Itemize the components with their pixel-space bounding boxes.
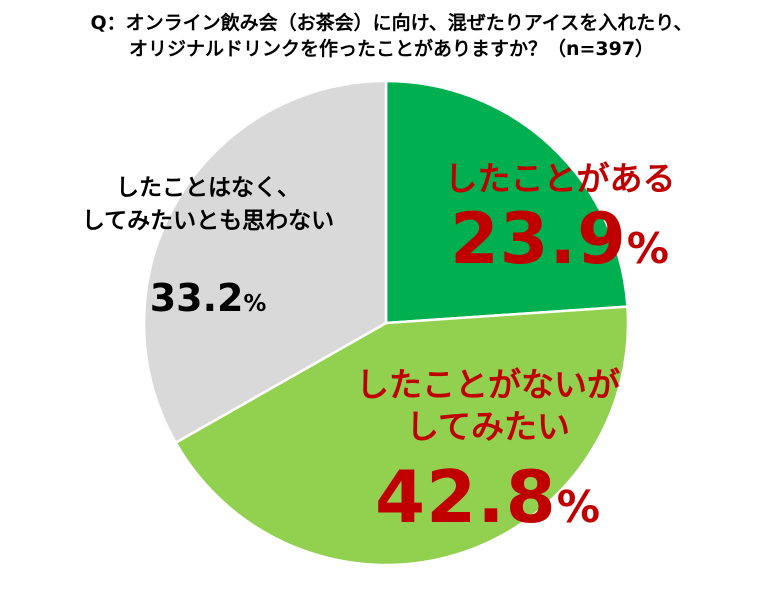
- slice-label-1-value: 42.8%: [375, 455, 601, 539]
- slice-label-1-category: したことがないが してみたい: [338, 364, 638, 448]
- slice-label-0-category: したことがある: [425, 158, 695, 200]
- chart-title-line-2: オリジナルドリンクを作ったことがありますか？（n=397）: [128, 38, 655, 60]
- slice-label-2-category: したことはなく、してみたいとも思わない: [58, 172, 358, 238]
- pie-slice-0: [384, 79, 629, 325]
- slice-label-0-value: 23.9%: [450, 198, 670, 280]
- slice-label-2-value: 33.2%: [149, 276, 267, 320]
- chart-title: Q：オンライン飲み会（お茶会）に向け、混ぜたりアイスを入れたり、 オリジナルドリ…: [0, 10, 783, 62]
- pie-slice-1: [174, 305, 630, 567]
- slice-label-2: したことはなく、してみたいとも思わない 33.2%: [58, 172, 358, 328]
- slice-label-2-line-0: したことはなく、: [116, 175, 300, 201]
- slice-label-2-line-1: してみたいとも思わない: [81, 208, 335, 234]
- slice-label-1-line-0: したことがないが: [356, 365, 620, 404]
- chart-title-line-1: Q：オンライン飲み会（お茶会）に向け、混ぜたりアイスを入れたり、: [90, 12, 693, 34]
- slice-label-0: したことがある 23.9%: [425, 158, 695, 288]
- pie-slice-2: [142, 79, 388, 444]
- slice-label-1-line-1: してみたい: [405, 407, 570, 446]
- slice-label-1: したことがないが してみたい 42.8%: [338, 364, 638, 553]
- slice-label-0-line-0: したことがある: [444, 159, 676, 198]
